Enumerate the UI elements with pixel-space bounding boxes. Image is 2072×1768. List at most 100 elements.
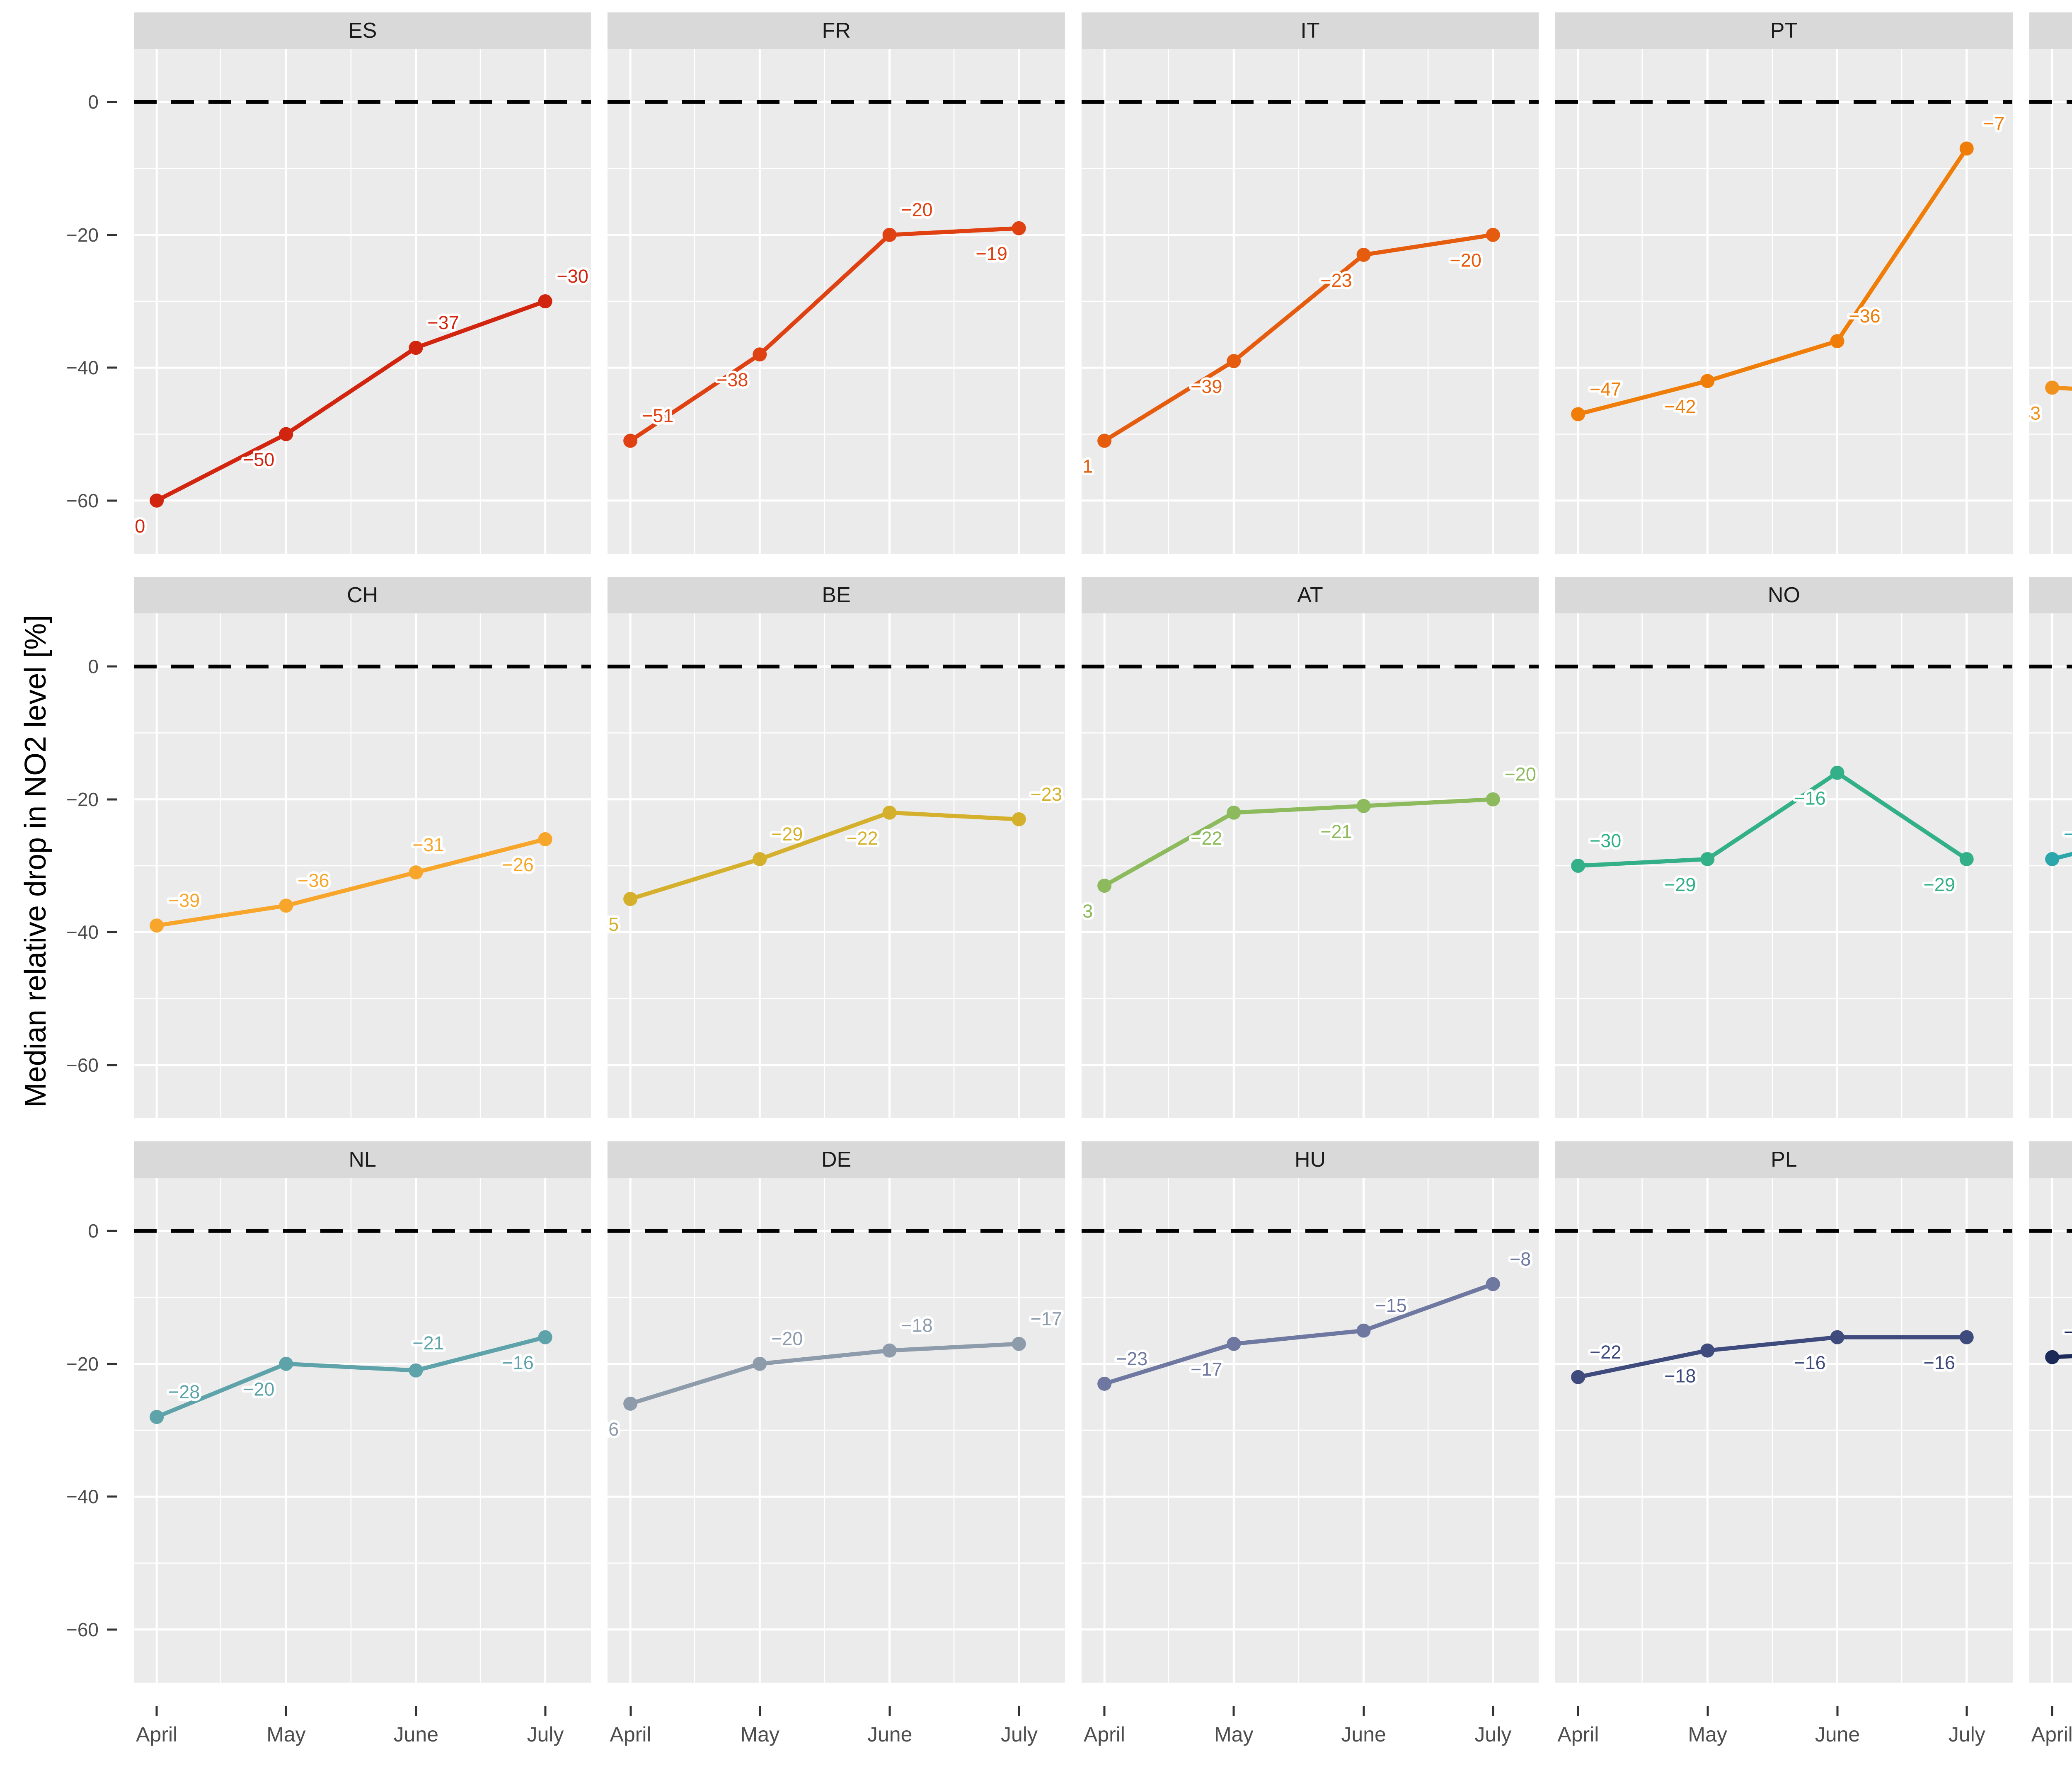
data-label: −29 — [1664, 874, 1696, 895]
y-tick-label: −20 — [66, 224, 99, 246]
facet-PT-plot: −47 −42 −36 −7 — [1555, 49, 2013, 554]
data-point — [1097, 434, 1111, 448]
y-tick-mark — [107, 366, 117, 369]
data-point — [1700, 1343, 1715, 1358]
y-tick-mark — [107, 665, 117, 668]
data-label: −21 — [1320, 821, 1352, 842]
x-tick-label: July — [1948, 1723, 1985, 1746]
x-tick-label: April — [2031, 1723, 2072, 1746]
x-tick-mark — [285, 1706, 287, 1716]
data-label: −16 — [1924, 1352, 1955, 1373]
data-point — [538, 832, 552, 846]
y-axis-gutter: 0 −20 −40 −60 — [0, 1141, 117, 1683]
facet-SE-plot: −29−24−14−10 — [2029, 613, 2072, 1118]
facet-strip-label: IT — [1081, 12, 1539, 49]
facet-HU: HU −23 −17 −15 −8 — [1081, 1141, 1539, 1683]
data-label: −20 — [772, 1328, 803, 1349]
data-label: −23 — [1031, 784, 1062, 805]
x-tick-mark — [155, 1706, 158, 1716]
x-tick-label: May — [266, 1723, 306, 1746]
data-label: −36 — [298, 870, 329, 891]
x-tick-mark — [415, 1706, 417, 1716]
facet-CZ-plot: −19−18−15−19 — [2029, 1178, 2072, 1683]
series-line — [628, 1342, 1021, 1406]
data-label: −37 — [427, 312, 459, 333]
facet-strip-label: PL — [1555, 1141, 2013, 1178]
data-point — [2045, 380, 2059, 395]
facet-strip-label: CH — [134, 577, 591, 613]
data-point — [1012, 812, 1026, 826]
x-tick-label: June — [393, 1723, 439, 1746]
facet-CH-plot: −39 −36 −31 −26 — [134, 613, 591, 1118]
y-tick-label: 0 — [88, 91, 99, 113]
data-point — [538, 294, 552, 308]
data-label: −17 — [1031, 1308, 1062, 1330]
data-point — [1097, 879, 1111, 893]
x-tick-label: June — [1341, 1723, 1386, 1746]
data-point — [1227, 354, 1241, 368]
x-tick-mark — [1103, 1706, 1106, 1716]
data-label: −20 — [1504, 764, 1536, 785]
x-tick-mark — [759, 1706, 761, 1716]
x-tick-label: May — [1214, 1723, 1254, 1746]
data-label: −26 — [608, 1419, 619, 1440]
data-point — [882, 228, 897, 242]
facet-strip-label: SE — [2029, 577, 2072, 613]
facet-strip-label: FR — [608, 12, 1065, 49]
facet-DE-panel: −26 −20 −18 −17 — [608, 1178, 1065, 1683]
series-line — [628, 226, 1021, 443]
data-label: −28 — [168, 1381, 200, 1402]
data-label: −26 — [502, 854, 534, 875]
facet-row: 0−20−40−60NL−28−20−21−16DE−26−20−18−17HU… — [0, 1141, 2072, 1683]
data-label: −29 — [772, 823, 803, 845]
data-label: −33 — [1082, 901, 1093, 922]
x-tick-label: April — [1083, 1723, 1125, 1746]
y-tick-label: −40 — [66, 1486, 99, 1508]
data-label: −20 — [901, 199, 933, 220]
facet-PT-panel: −47 −42 −36 −7 — [1555, 49, 2013, 554]
x-axis-labels: April May June July — [134, 1706, 591, 1768]
y-tick-mark — [107, 1495, 117, 1498]
x-tick-mark — [1836, 1706, 1839, 1716]
facet-BE: BE −35 −29 −22 −23 — [608, 577, 1065, 1118]
y-tick-label: −60 — [66, 1618, 99, 1640]
facet-strip-label: CZ — [2029, 1141, 2072, 1178]
data-point — [1486, 792, 1500, 806]
x-tick-mark — [2051, 1706, 2053, 1716]
x-tick-label: April — [1557, 1723, 1599, 1746]
data-label: −50 — [243, 449, 274, 470]
facet-BE-panel: −35 −29 −22 −23 — [608, 613, 1065, 1118]
facet-ES-plot: −60 −50 −37 −30 — [134, 49, 591, 554]
series-line — [1102, 1282, 1495, 1386]
data-label: −22 — [1590, 1342, 1621, 1363]
data-point — [1356, 1323, 1371, 1338]
data-label: −16 — [1794, 1352, 1826, 1373]
y-tick-mark — [107, 499, 117, 502]
facet-IT: IT −51 −39 −23 −20 — [1081, 12, 1539, 554]
facet-FR-panel: −51 −38 −20 −19 — [608, 49, 1065, 554]
facet-DE-plot: −26 −20 −18 −17 — [608, 1178, 1065, 1683]
facet-row: 0 −20 −40 −60 CH −39 −36 −31 −26 BE −35 −29 −22 −23 AT… — [0, 577, 2072, 1118]
x-tick-label: June — [1815, 1723, 1860, 1746]
facet-grid: 0 −20 −40 −60 ES −60 −50 −37 −30 FR −51 −38 −20 −19 IT… — [0, 12, 2072, 1768]
facet-BE-plot: −35 −29 −22 −23 — [608, 613, 1065, 1118]
y-tick-mark — [107, 1363, 117, 1365]
data-point — [1356, 799, 1371, 813]
data-point — [1571, 859, 1585, 873]
data-label: −51 — [1082, 456, 1093, 477]
facet-strip-label: PT — [1555, 12, 2013, 49]
data-label: −30 — [557, 266, 588, 287]
data-label: −23 — [1116, 1348, 1147, 1369]
data-label: −39 — [168, 890, 200, 911]
data-point — [1959, 1330, 1974, 1344]
x-tick-label: July — [527, 1723, 564, 1746]
data-point — [753, 852, 767, 866]
x-tick-mark — [1018, 1706, 1020, 1716]
data-label: −20 — [243, 1379, 274, 1400]
data-point — [1012, 221, 1026, 235]
facet-AT-panel: −33 −22 −21 −20 — [1081, 613, 1539, 1118]
data-point — [1012, 1337, 1026, 1351]
y-tick-mark — [107, 1628, 117, 1631]
data-label: −35 — [608, 914, 619, 935]
data-point — [1571, 1370, 1585, 1384]
